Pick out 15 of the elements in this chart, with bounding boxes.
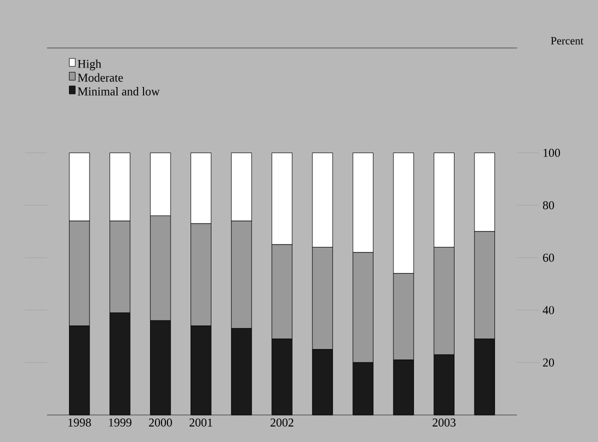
y-axis-title: Percent <box>550 37 584 44</box>
y-tick-label: 80 <box>542 201 554 210</box>
y-tick-label: 60 <box>543 254 554 262</box>
x-tick-label: 2002 <box>270 418 294 427</box>
x-tick-label: 2000 <box>149 418 172 427</box>
x-tick-label: 1999 <box>109 418 132 427</box>
y-tick-label: 100 <box>544 148 560 157</box>
legend-label: Moderate <box>78 73 123 82</box>
x-tick-label: 1998 <box>68 418 91 427</box>
x-tick-label: 2003 <box>432 418 456 427</box>
x-tick-label: 2001 <box>190 418 212 427</box>
y-tick-label: 40 <box>542 306 554 314</box>
legend-label: Minimal and low <box>78 87 160 96</box>
y-tick-label: 20 <box>543 358 554 367</box>
legend-label: High <box>78 60 102 70</box>
